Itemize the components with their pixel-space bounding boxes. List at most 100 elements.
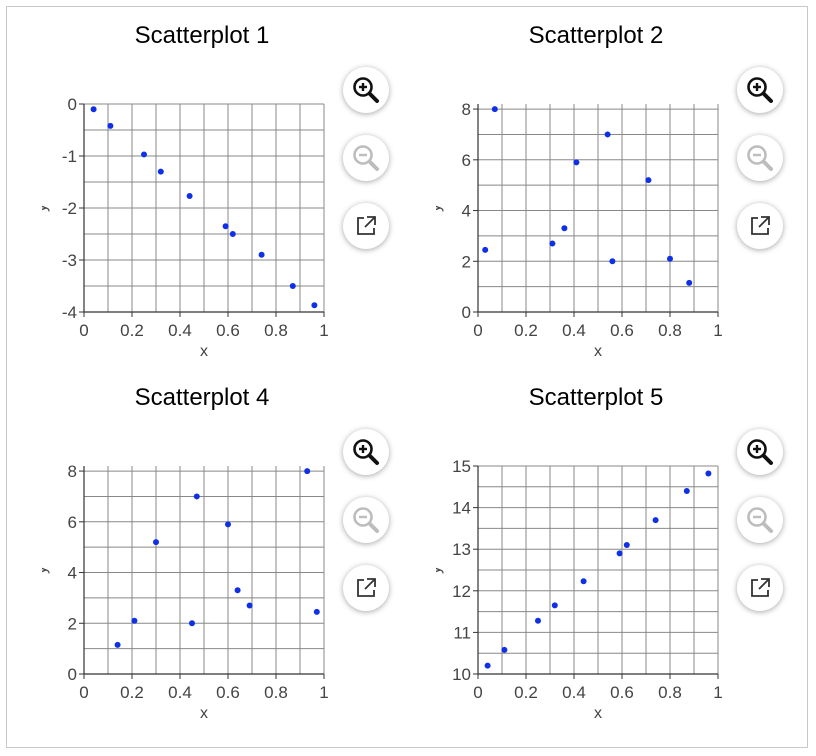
zoom-in-button[interactable] bbox=[737, 429, 783, 475]
y-tick-label: 2 bbox=[462, 252, 471, 271]
data-point bbox=[705, 470, 712, 477]
y-axis-label: y bbox=[42, 204, 50, 212]
x-tick-label: 0 bbox=[79, 321, 88, 340]
popout-button[interactable] bbox=[343, 565, 389, 611]
data-point bbox=[561, 225, 568, 232]
y-tick-label: 0 bbox=[462, 303, 471, 322]
y-tick-label: 0 bbox=[68, 665, 77, 684]
popout-button[interactable] bbox=[343, 203, 389, 249]
zoom-in-button[interactable] bbox=[343, 429, 389, 475]
x-tick-label: 1 bbox=[319, 321, 328, 340]
y-axis-label: y bbox=[436, 204, 444, 212]
scatterplot-2-plot: 0 2 4 6 8 0 0.2 0.4 0.6 0.8 1 x y bbox=[436, 100, 723, 360]
x-tick-label: 1 bbox=[713, 321, 722, 340]
chart-title: Scatterplot 4 bbox=[134, 384, 270, 411]
data-point bbox=[313, 608, 320, 615]
x-tick-label: 0.8 bbox=[264, 321, 288, 340]
chart-title: Scatterplot 5 bbox=[528, 384, 664, 411]
popout-button[interactable] bbox=[737, 203, 783, 249]
x-tick-label: 1 bbox=[713, 683, 722, 702]
x-tick-label: 0.6 bbox=[610, 683, 634, 702]
x-tick-label: 0 bbox=[79, 683, 88, 702]
data-point bbox=[193, 493, 200, 500]
y-tick-label: -2 bbox=[62, 199, 77, 218]
x-tick-label: 0.4 bbox=[562, 321, 586, 340]
data-point bbox=[157, 168, 164, 175]
zoom-in-icon bbox=[353, 77, 379, 103]
scatterplot-4-plot: 0 2 4 6 8 0 0.2 0.4 0.6 0.8 1 x y bbox=[42, 462, 329, 722]
data-point bbox=[222, 223, 229, 230]
data-point bbox=[616, 550, 623, 557]
x-tick-label: 0.2 bbox=[514, 321, 538, 340]
data-point bbox=[549, 240, 556, 247]
external-link-icon bbox=[751, 578, 770, 597]
y-axis-label: y bbox=[42, 566, 50, 574]
scatterplot-1-plot: -4 -3 -2 -1 0 0 0.2 0.4 0.6 0.8 1 x y bbox=[42, 95, 329, 360]
scatterplot-5-plot: 10 11 12 13 14 15 0 0.2 0.4 0.6 0.8 1 x y bbox=[436, 457, 723, 722]
x-tick-label: 0.4 bbox=[168, 683, 192, 702]
data-point bbox=[645, 177, 652, 184]
zoom-in-icon bbox=[747, 439, 773, 465]
zoom-in-icon bbox=[747, 77, 773, 103]
y-tick-label: 15 bbox=[452, 457, 471, 476]
y-tick-label: 10 bbox=[452, 665, 471, 684]
grid-lines bbox=[83, 466, 325, 675]
y-tick-label: 8 bbox=[462, 100, 471, 119]
zoom-in-button[interactable] bbox=[737, 67, 783, 113]
x-tick-label: 1 bbox=[319, 683, 328, 702]
x-tick-label: 0.4 bbox=[168, 321, 192, 340]
y-tick-label: -4 bbox=[62, 303, 77, 322]
zoom-out-button[interactable] bbox=[737, 135, 783, 181]
x-tick-label: 0.8 bbox=[658, 321, 682, 340]
y-tick-label: 14 bbox=[452, 499, 471, 518]
data-point bbox=[667, 255, 673, 262]
zoom-out-button[interactable] bbox=[343, 497, 389, 543]
data-point bbox=[686, 279, 693, 286]
scatterplot-panel-5: Scatterplot 5 10 11 12 13 14 15 0 0.2 0.4 0.6 0.8 1… bbox=[436, 362, 816, 722]
data-point bbox=[623, 542, 630, 549]
y-tick-label: 8 bbox=[68, 462, 77, 481]
x-tick-label: 0.6 bbox=[216, 683, 240, 702]
data-point bbox=[652, 517, 659, 524]
external-link-icon bbox=[751, 216, 770, 235]
data-point bbox=[189, 620, 195, 627]
x-tick-label: 0.8 bbox=[264, 683, 288, 702]
data-point bbox=[258, 251, 265, 258]
x-axis-label: x bbox=[200, 705, 208, 722]
grid-lines bbox=[477, 104, 719, 313]
y-tick-label: 2 bbox=[68, 614, 77, 633]
data-point bbox=[289, 283, 296, 289]
zoom-out-button[interactable] bbox=[343, 135, 389, 181]
x-tick-label: 0.2 bbox=[514, 683, 538, 702]
data-point bbox=[131, 617, 138, 624]
data-point bbox=[683, 487, 690, 494]
y-tick-label: 13 bbox=[452, 540, 471, 559]
y-tick-label: 6 bbox=[68, 513, 77, 532]
chart-title: Scatterplot 1 bbox=[134, 22, 270, 49]
data-point bbox=[484, 662, 491, 669]
data-point bbox=[153, 539, 159, 546]
zoom-out-icon bbox=[747, 145, 773, 171]
scatterplot-panel-4: Scatterplot 4 0 2 4 6 8 0 0.2 0.4 0.6 0.8 1 x y bbox=[42, 362, 442, 722]
data-point bbox=[186, 193, 193, 200]
data-point bbox=[114, 641, 121, 648]
data-point bbox=[501, 646, 508, 653]
zoom-in-button[interactable] bbox=[343, 67, 389, 113]
external-link-icon bbox=[357, 578, 376, 597]
data-point bbox=[141, 151, 147, 158]
data-point bbox=[304, 468, 311, 475]
x-axis-label: x bbox=[594, 705, 602, 722]
zoom-in-icon bbox=[353, 439, 379, 465]
x-tick-label: 0.8 bbox=[658, 683, 682, 702]
x-tick-label: 0 bbox=[473, 321, 482, 340]
data-point bbox=[229, 231, 236, 237]
zoom-out-button[interactable] bbox=[737, 497, 783, 543]
scatterplot-panel-2: Scatterplot 2 0 2 4 6 8 0 0.2 0.4 0.6 0.8 1 x y bbox=[436, 0, 816, 360]
popout-button[interactable] bbox=[737, 565, 783, 611]
x-tick-label: 0.6 bbox=[610, 321, 634, 340]
y-axis-label: y bbox=[436, 566, 444, 574]
y-tick-label: 12 bbox=[452, 582, 471, 601]
zoom-out-icon bbox=[353, 145, 379, 171]
x-axis-label: x bbox=[594, 343, 602, 360]
y-tick-label: -3 bbox=[62, 251, 77, 270]
